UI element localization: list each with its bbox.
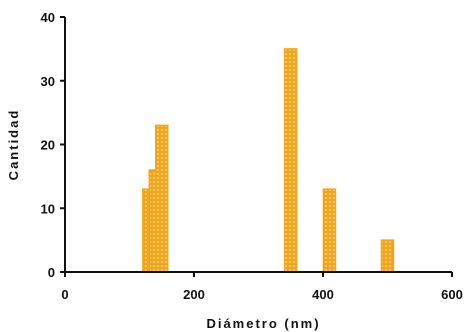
x-tick-label: 400 [312,287,334,302]
x-axis-title: Diámetro (nm) [206,316,320,331]
y-tick-label: 20 [41,138,55,153]
x-tick-label: 200 [183,287,205,302]
y-tick-label: 40 [41,10,55,25]
y-tick-label: 10 [41,201,55,216]
y-tick-label: 0 [48,265,55,280]
y-axis-title: Cantidad [6,109,21,181]
histogram-bar [380,239,395,273]
axes-group [64,17,452,273]
x-tick-label: 600 [441,287,463,302]
x-tick-label: 0 [61,287,68,302]
bars-group [142,48,395,273]
histogram-bar [284,48,298,273]
y-tick-label: 30 [41,74,55,89]
histogram-bar [322,188,337,273]
histogram-bar [155,124,169,273]
